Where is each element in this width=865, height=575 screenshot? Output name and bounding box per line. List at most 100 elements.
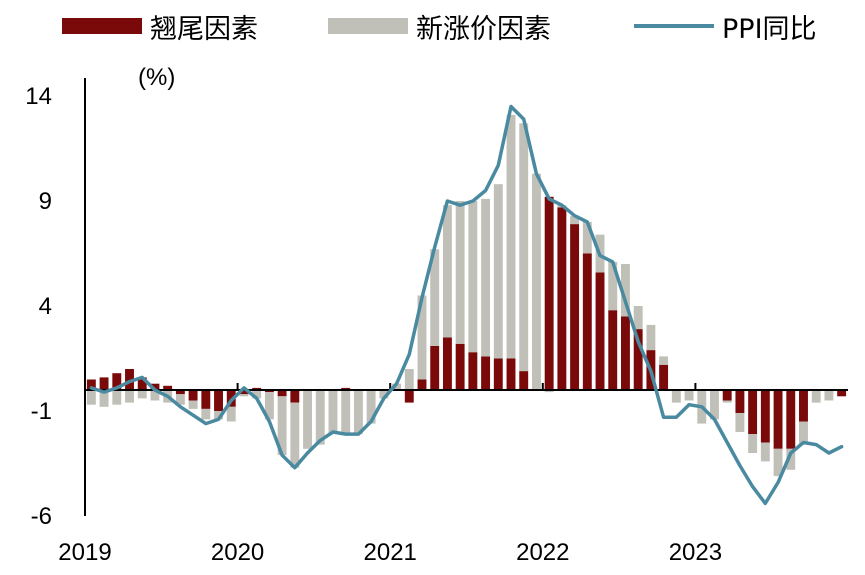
y-axis-unit: (%) — [138, 64, 176, 91]
bar-base-effect — [341, 387, 351, 390]
bar-new-price — [748, 434, 758, 453]
bar-base-effect — [137, 377, 147, 390]
bar-new-price — [277, 396, 287, 456]
bar-new-price — [481, 198, 491, 357]
y-tick-label: 4 — [39, 293, 52, 320]
ppi-yoy-line — [89, 104, 844, 506]
legend-swatch-new-price — [328, 18, 408, 34]
bar-new-price — [519, 123, 529, 372]
bar-new-price — [710, 390, 719, 420]
bar-new-price — [786, 448, 796, 470]
x-tick-label: 2023 — [669, 539, 722, 566]
bar-new-price — [646, 324, 656, 351]
legend-item-ppi-yoy: PPI同比 — [634, 8, 817, 45]
bar-base-effect — [150, 383, 160, 390]
bar-new-price — [442, 205, 452, 338]
bar-base-effect — [175, 390, 185, 395]
x-tick-label: 2021 — [364, 539, 417, 566]
bar-base-effect — [277, 390, 287, 397]
bar-base-effect — [760, 390, 770, 443]
bar-new-price — [811, 390, 821, 403]
bar-base-effect — [430, 345, 440, 390]
bar-new-price — [722, 400, 732, 403]
bar-new-price — [379, 390, 389, 399]
bar-new-price — [341, 390, 351, 435]
bar-base-effect — [659, 364, 669, 390]
bar-new-price — [760, 442, 770, 462]
bar-base-effect — [786, 390, 796, 449]
bar-base-effect — [506, 358, 516, 390]
legend-swatch-ppi-yoy — [634, 24, 714, 28]
bar-new-price — [290, 402, 300, 468]
bar-new-price — [392, 383, 402, 390]
legend-item-base-effect: 翘尾因素 — [62, 8, 258, 45]
y-tick-label: 14 — [25, 83, 52, 110]
bar-new-price — [303, 390, 312, 449]
bar-new-price — [633, 306, 643, 330]
bar-new-price — [824, 390, 834, 401]
bar-new-price — [86, 390, 96, 405]
bar-new-price — [404, 369, 414, 390]
bar-new-price — [621, 264, 630, 317]
bar-new-price — [671, 390, 681, 403]
bar-base-effect — [735, 390, 745, 414]
bar-new-price — [188, 400, 198, 409]
y-tick-label: -6 — [31, 503, 52, 530]
bar-base-effect — [214, 390, 223, 411]
legend-label-ppi-yoy: PPI同比 — [722, 13, 817, 45]
bar-base-effect — [481, 356, 491, 390]
bar-new-price — [684, 390, 694, 401]
bar-new-price — [214, 411, 223, 420]
bar-new-price — [99, 390, 109, 407]
bar-base-effect — [86, 379, 96, 390]
legend: 翘尾因素 新涨价因素 PPI同比 — [0, 8, 865, 45]
bar-new-price — [112, 390, 122, 405]
bar-new-price — [366, 390, 376, 424]
bar-base-effect — [544, 196, 554, 390]
bar-base-effect — [621, 316, 630, 390]
legend-swatch-base-effect — [62, 18, 142, 34]
bar-base-effect — [404, 390, 414, 403]
bar-new-price — [544, 390, 554, 393]
bar-new-price — [226, 406, 236, 422]
bar-new-price — [531, 173, 541, 390]
bar-new-price — [582, 222, 592, 254]
bar-base-effect — [290, 390, 300, 403]
bar-new-price — [353, 390, 363, 435]
bar-new-price — [264, 392, 274, 420]
bar-base-effect — [722, 390, 732, 401]
bar-base-effect — [633, 329, 643, 390]
bar-base-effect — [595, 272, 605, 390]
bar-base-effect — [125, 369, 134, 390]
bar-base-effect — [608, 310, 618, 390]
bar-new-price — [659, 356, 669, 365]
bar-base-effect — [570, 224, 580, 390]
bar-new-price — [773, 448, 783, 477]
legend-item-new-price: 新涨价因素 — [328, 8, 551, 45]
bar-base-effect — [417, 379, 427, 390]
bar-base-effect — [748, 390, 758, 435]
bar-base-effect — [519, 371, 529, 390]
bar-base-effect — [557, 207, 567, 390]
y-tick-label: -1 — [31, 398, 52, 425]
bar-new-price — [239, 394, 249, 397]
bar-new-price — [175, 394, 185, 405]
bar-base-effect — [493, 358, 503, 390]
bar-new-price — [150, 390, 160, 401]
bar-base-effect — [799, 390, 808, 422]
bar-new-price — [735, 413, 745, 432]
bar-base-effect — [99, 377, 109, 390]
bar-base-effect — [188, 390, 198, 401]
bar-new-price — [468, 201, 478, 353]
legend-label-base-effect: 翘尾因素 — [150, 13, 258, 45]
bar-new-price — [315, 390, 325, 445]
bar-new-price — [252, 390, 262, 399]
bar-base-effect — [773, 390, 783, 449]
bar-new-price — [125, 390, 134, 403]
bar-base-effect — [442, 337, 452, 390]
y-tick-label: 9 — [39, 188, 52, 215]
bar-base-effect — [455, 343, 465, 390]
bar-base-effect — [837, 390, 847, 397]
bar-base-effect — [163, 385, 173, 390]
